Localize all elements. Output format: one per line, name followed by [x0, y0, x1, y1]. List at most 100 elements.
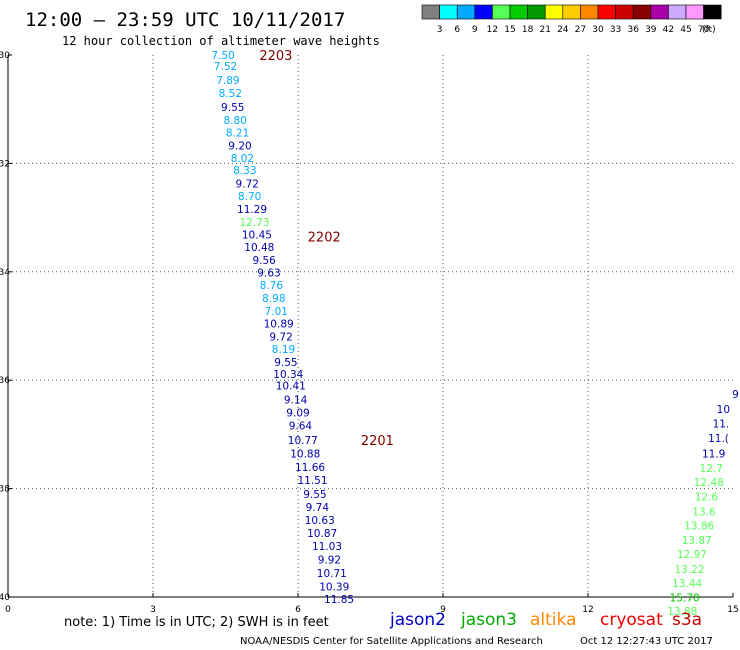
- swh-point-label: 10.87: [307, 528, 337, 540]
- colorbar-tick-label: 12: [487, 25, 498, 35]
- colorbar-swatch: [668, 4, 687, 20]
- swh-point-label: 15.70: [670, 593, 700, 605]
- colorbar-tick-label: 36: [627, 25, 639, 35]
- track-number-label: 2202: [308, 231, 341, 246]
- swh-point-label: 8.76: [260, 280, 284, 292]
- swh-point-label: 9.72: [236, 178, 259, 190]
- swh-point-label: 9: [732, 389, 739, 401]
- swh-point-label: 8.21: [226, 128, 249, 140]
- x-tick-label: 9: [440, 605, 446, 615]
- colorbar-swatch: [456, 4, 476, 20]
- swh-point-label: 8.33: [233, 165, 256, 177]
- legend-altika: altika: [530, 610, 577, 630]
- colorbar-tick-label: 6: [454, 25, 460, 35]
- swh-point-label: 10.41: [276, 381, 306, 393]
- colorbar-swatch: [527, 4, 546, 20]
- colorbar-swatch: [474, 4, 493, 20]
- track-number-label: 2201: [361, 434, 394, 449]
- colorbar-tick-label: 27: [575, 25, 586, 35]
- track-number-label: 2203: [259, 49, 292, 64]
- swh-point-label: 11.85: [324, 594, 354, 606]
- swh-point-label: 11.51: [297, 475, 327, 487]
- swh-point-label: 9.55: [274, 357, 297, 369]
- swh-point-label: 9.92: [318, 555, 341, 567]
- swh-point-label: 7.50: [211, 50, 234, 62]
- swh-point-label: 13.87: [682, 535, 712, 547]
- satellite-legend: jason2 jason3 altika cryosat s3a: [389, 610, 702, 630]
- colorbar-tick-label: 24: [557, 25, 569, 35]
- x-tick-label: 3: [150, 605, 156, 615]
- colorbar-tick-label: 18: [522, 25, 534, 35]
- swh-point-label: 8.98: [262, 293, 285, 305]
- swh-point-label: 9.09: [286, 408, 309, 420]
- swh-point-label: 7.89: [216, 75, 239, 87]
- swh-point-label: 8.70: [238, 191, 261, 203]
- colorbar-swatch: [703, 4, 722, 20]
- swh-point-label: 13.44: [672, 578, 702, 590]
- colorbar-swatch: [439, 4, 458, 20]
- swh-point-label: 12.73: [239, 217, 269, 229]
- swh-point-label: 13.86: [684, 520, 714, 532]
- swh-point-label: 10.39: [319, 582, 349, 594]
- swh-point-label: 11.9: [702, 448, 725, 460]
- colorbar-swatch: [544, 4, 564, 20]
- chart-title: 12:00 – 23:59 UTC 10/11/2017: [25, 9, 345, 31]
- swh-point-label: 9.14: [284, 395, 308, 407]
- y-tick-label: -38: [0, 485, 10, 495]
- swh-point-label: 11.66: [295, 462, 325, 474]
- swh-point-label: 9.74: [306, 502, 330, 514]
- swh-point-label: 11.03: [312, 541, 342, 553]
- y-tick-label: -32: [0, 159, 10, 169]
- swh-point-label: 9.63: [257, 267, 280, 279]
- swh-point-label: 10.77: [288, 435, 318, 447]
- colorbar-legend: 3 6 9 12 15 18 21 24 27 30 33 36 39 42 45 70(ft): [421, 4, 722, 35]
- swh-point-label: 8.02: [231, 153, 254, 165]
- y-tick-label: -34: [0, 268, 10, 278]
- swh-point-label: 11.: [713, 419, 730, 431]
- swh-point-label: 8.19: [272, 344, 295, 356]
- colorbar-swatch: [562, 4, 581, 20]
- swh-point-label: 9.55: [221, 102, 244, 114]
- footer-note: note: 1) Time is in UTC; 2) SWH is in fe…: [64, 615, 329, 630]
- swh-point-label: 13.88: [667, 606, 697, 618]
- colorbar-swatch: [421, 4, 440, 20]
- swh-point-label: 12.6: [695, 492, 719, 504]
- colorbar-tick-label: 21: [539, 25, 550, 35]
- colorbar-tick-label: 45: [680, 25, 691, 35]
- legend-s3a: s3a: [672, 610, 702, 630]
- colorbar-tick-label: 42: [663, 25, 674, 35]
- track-labels: 2203 2202 2201: [259, 49, 394, 449]
- swh-point-label: 12.97: [677, 549, 707, 561]
- colorbar-swatch: [509, 4, 528, 20]
- data-points: 7.507.527.898.529.558.808.219.208.028.33…: [211, 50, 738, 618]
- y-tick-label: -40: [0, 593, 10, 603]
- colorbar-tick-label: 15: [504, 25, 515, 35]
- legend-jason3: jason3: [460, 610, 517, 630]
- swh-point-label: 10.88: [290, 448, 320, 460]
- swh-point-label: 10.71: [317, 568, 347, 580]
- colorbar-swatch: [685, 4, 704, 20]
- chart-subtitle: 12 hour collection of altimeter wave hei…: [62, 34, 380, 48]
- swh-point-label: 10.45: [242, 229, 272, 241]
- swh-point-label: 10.63: [305, 515, 335, 527]
- plot-grid: [8, 55, 733, 597]
- x-tick-label: 0: [5, 605, 11, 615]
- colorbar-unit: (ft): [702, 25, 716, 35]
- swh-point-label: 9.56: [252, 255, 276, 267]
- colorbar-swatch: [597, 4, 616, 20]
- swh-point-label: 10.89: [264, 318, 294, 330]
- swh-point-label: 13.6: [692, 506, 716, 518]
- swh-point-label: 11.(: [708, 433, 729, 445]
- swh-point-label: 10.34: [273, 369, 303, 381]
- swh-point-label: 7.52: [214, 61, 237, 73]
- swh-point-label: 10.48: [244, 242, 274, 254]
- swh-point-label: 13.22: [674, 564, 704, 576]
- colorbar-tick-label: 70: [698, 25, 710, 35]
- colorbar-swatch: [580, 4, 599, 20]
- footer-timestamp: Oct 12 12:27:43 UTC 2017: [580, 636, 713, 647]
- colorbar-tick-label: 30: [592, 25, 604, 35]
- colorbar-tick-label: 9: [472, 25, 478, 35]
- y-tick-label: -36: [0, 376, 10, 386]
- legend-jason2: jason2: [389, 610, 446, 630]
